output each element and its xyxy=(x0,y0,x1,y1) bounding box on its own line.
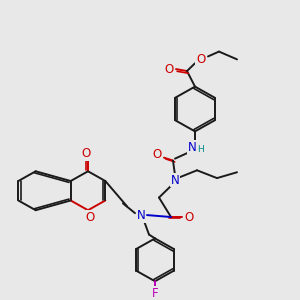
Text: N: N xyxy=(136,208,146,222)
Text: H: H xyxy=(196,146,203,154)
Text: O: O xyxy=(85,211,94,224)
Text: N: N xyxy=(188,141,196,154)
Text: O: O xyxy=(81,147,91,160)
Text: O: O xyxy=(184,211,194,224)
Text: N: N xyxy=(171,173,179,187)
Text: O: O xyxy=(152,148,162,161)
Text: O: O xyxy=(164,63,174,76)
Text: O: O xyxy=(196,53,206,66)
Text: F: F xyxy=(152,287,158,300)
